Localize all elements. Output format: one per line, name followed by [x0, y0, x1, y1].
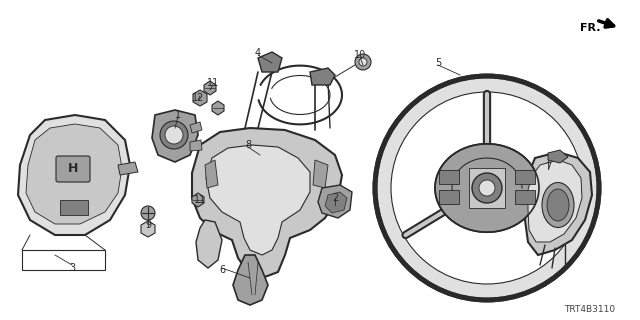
FancyBboxPatch shape — [56, 156, 90, 182]
Circle shape — [141, 206, 155, 220]
Polygon shape — [190, 122, 202, 133]
Polygon shape — [192, 193, 204, 207]
Polygon shape — [204, 81, 216, 95]
Polygon shape — [528, 160, 582, 242]
Polygon shape — [515, 190, 535, 204]
Circle shape — [472, 173, 502, 203]
Polygon shape — [18, 115, 130, 235]
Text: H: H — [68, 162, 78, 174]
Polygon shape — [525, 152, 592, 255]
Ellipse shape — [435, 144, 539, 232]
Polygon shape — [60, 200, 88, 215]
Polygon shape — [233, 255, 268, 305]
Text: 8: 8 — [245, 140, 251, 150]
Polygon shape — [548, 150, 568, 163]
Text: 12: 12 — [192, 93, 204, 103]
Text: TRT4B3110: TRT4B3110 — [564, 306, 615, 315]
Text: 7: 7 — [545, 162, 551, 172]
Polygon shape — [212, 101, 224, 115]
Polygon shape — [22, 250, 105, 270]
Circle shape — [165, 126, 183, 144]
Polygon shape — [325, 192, 347, 213]
Text: 2: 2 — [332, 193, 338, 203]
Text: 6: 6 — [219, 265, 225, 275]
Text: FR.: FR. — [580, 23, 600, 33]
Text: 3: 3 — [69, 263, 75, 273]
Polygon shape — [152, 110, 198, 162]
Polygon shape — [258, 52, 282, 72]
Polygon shape — [118, 162, 138, 175]
Polygon shape — [439, 190, 459, 204]
Ellipse shape — [542, 182, 574, 228]
Text: 4: 4 — [255, 48, 261, 58]
Text: 11: 11 — [207, 78, 219, 88]
Polygon shape — [190, 140, 202, 151]
Circle shape — [160, 121, 188, 149]
Ellipse shape — [547, 189, 569, 221]
Text: 1: 1 — [175, 110, 181, 120]
Polygon shape — [192, 128, 342, 278]
Circle shape — [479, 180, 495, 196]
Ellipse shape — [375, 76, 599, 300]
Circle shape — [359, 58, 367, 66]
Polygon shape — [141, 221, 155, 237]
Polygon shape — [439, 170, 459, 184]
Polygon shape — [196, 220, 222, 268]
Polygon shape — [515, 170, 535, 184]
Polygon shape — [193, 90, 207, 106]
Polygon shape — [469, 168, 505, 208]
Text: 9: 9 — [145, 220, 151, 230]
Polygon shape — [318, 185, 352, 218]
Circle shape — [355, 54, 371, 70]
Polygon shape — [205, 160, 218, 188]
Text: 11: 11 — [194, 195, 206, 205]
Text: 10: 10 — [354, 50, 366, 60]
Polygon shape — [206, 145, 310, 255]
Text: 5: 5 — [435, 58, 441, 68]
Ellipse shape — [391, 92, 583, 284]
Polygon shape — [310, 68, 335, 85]
Polygon shape — [313, 160, 328, 188]
Polygon shape — [26, 124, 122, 224]
